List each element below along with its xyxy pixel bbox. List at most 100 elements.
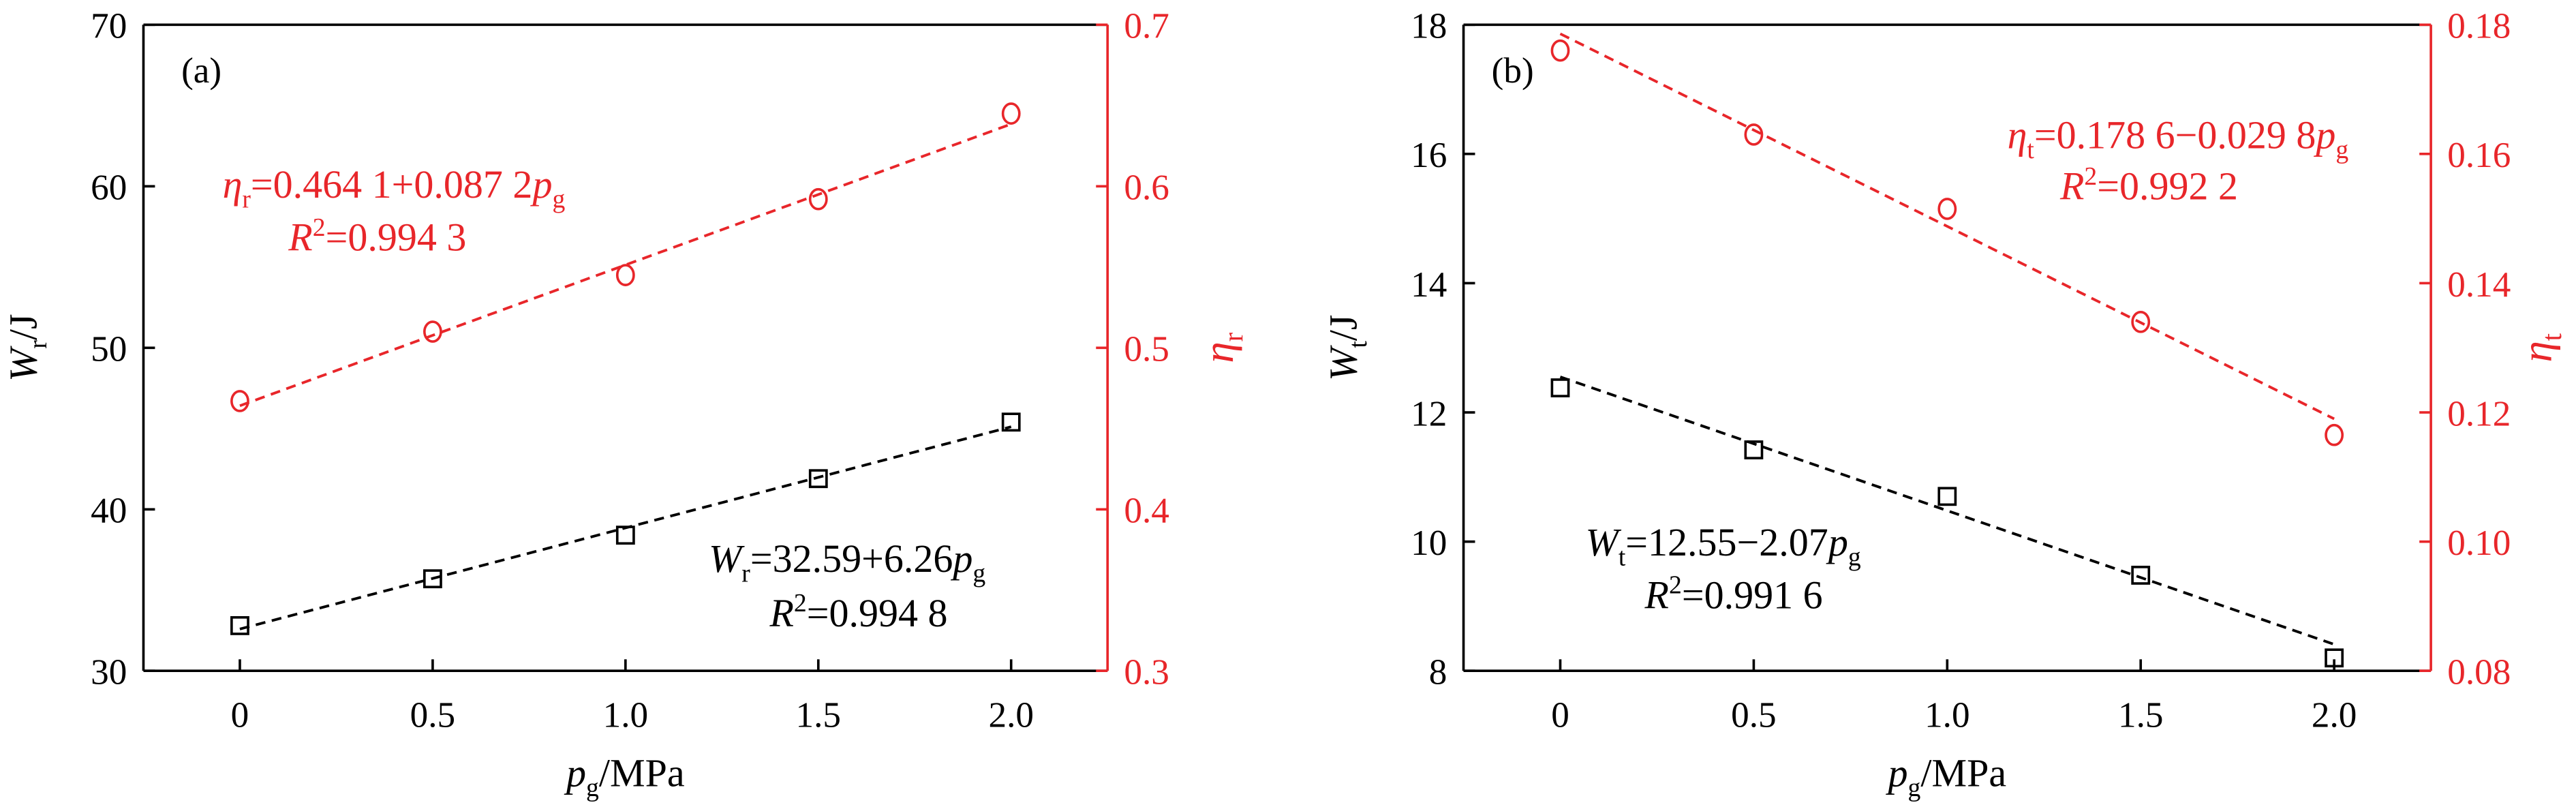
y-tick-label: 10 [1411,523,1447,563]
data-point [1550,39,1570,62]
label-part: R [288,215,312,260]
y-tick-label: 40 [91,491,127,531]
label-part: W [1321,345,1365,381]
data-point [1550,378,1570,397]
data-point [1937,487,1957,506]
label-part: =0.178 6−0.029 8 [2034,113,2316,157]
label-part: t [2027,136,2034,164]
y2-axis-label: ηr [1195,332,1249,363]
x-tick-label: 1.0 [603,695,648,735]
label-part: R [769,591,793,635]
y-axis-label: Wr/J [1,314,52,382]
y-tick-label: 8 [1429,652,1447,692]
label-part: =0.994 3 [326,215,467,260]
label-part: η [1195,341,1242,363]
y2-tick-label: 0.5 [1124,329,1169,369]
label-part: =0.464 1+0.087 2 [251,162,533,207]
y2-tick-label: 0.16 [2447,135,2511,175]
x-tick-label: 0.5 [410,695,455,735]
label-part: /MPa [1920,751,2006,795]
data-point [615,526,635,545]
label-part: 2 [794,589,807,618]
y2-tick-label: 0.7 [1124,6,1169,46]
label-part: p [530,162,552,207]
y2-tick-label: 0.18 [2447,6,2511,46]
y2-tick-label: 0.4 [1124,491,1169,531]
y-tick-label: 70 [91,6,127,46]
data-point [808,469,828,489]
label-part: η [2513,341,2561,362]
annotation: R2=0.991 6 [1644,571,1823,618]
label-part: W [709,536,745,581]
data-point [230,615,249,635]
label-part: 2 [1669,571,1682,600]
chart: 0 0.5 1.0 1.5 2.0 8 10 12 14 16 18 0.08 0.10 0.12 0.14… [1321,6,2567,802]
label-part: r [242,185,251,214]
data-point [808,187,828,211]
y-tick-label: 18 [1411,6,1447,46]
label-part: =32.59+6.26 [750,536,953,581]
data-point [1744,440,1764,459]
label-part: =0.991 6 [1682,573,1823,617]
annotation: ηr=0.464 1+0.087 2pg [223,162,566,214]
label-part: /J [1321,315,1365,341]
label-part: t [1619,543,1626,571]
label-part: g [1908,774,1921,802]
label-part: R [1644,573,1669,617]
label-part: g [1848,543,1861,571]
data-point [2325,423,2344,446]
panel-label: (b) [1492,50,1534,91]
annotation: R2=0.994 3 [288,213,466,260]
label-part: 2 [2084,162,2097,191]
label-part: t [1344,341,1373,348]
x-tick-label: 2.0 [2312,695,2357,735]
fit-line [1559,32,2335,421]
data-point [423,320,442,343]
label-part: g [552,185,565,214]
data-point [2131,311,2151,333]
x-tick-label: 1.5 [2118,695,2163,735]
data-point [1937,198,1957,220]
y2-tick-label: 0.14 [2447,264,2511,305]
data-point [2325,648,2344,668]
label-part: W [1,346,45,382]
label-part: p [564,751,586,795]
label-part: W [1586,520,1622,564]
label-part: g [586,774,599,802]
label-part: r [1218,332,1248,341]
x-tick-label: 1.0 [1925,695,1969,735]
x-tick-label: 0 [1551,695,1569,735]
annotation: Wr=32.59+6.26pg [709,536,985,588]
data-point [1001,102,1021,125]
label-part: R [2059,164,2084,209]
y-tick-label: 12 [1411,393,1447,433]
label-part: p [2313,113,2335,157]
label-part: g [972,560,985,588]
label-part: r [24,340,52,349]
data-point [230,390,249,412]
x-tick-label: 0.5 [1731,695,1776,735]
panel-label: (a) [181,50,221,91]
label-part: /J [1,314,45,340]
y2-tick-label: 0.10 [2447,523,2511,563]
y-tick-label: 30 [91,652,127,692]
y-tick-label: 50 [91,329,127,369]
y2-axis-label: ηt [2513,333,2568,362]
chart: 0 0.5 1.0 1.5 2.0 30 40 50 60 70 0.3 0.4 0.5 0.6 0.7 (a… [1,6,1248,802]
x-axis-label: pg/MPa [1886,751,2007,803]
annotation: Wt=12.55−2.07pg [1586,520,1861,572]
label-part: r [741,560,750,588]
label-part: /MPa [599,751,685,795]
label-part: t [2536,333,2567,341]
x-axis-label: pg/MPa [564,751,685,803]
label-part: η [223,162,243,207]
label-part: p [950,536,972,581]
y2-tick-label: 0.3 [1124,652,1169,692]
data-point [2131,566,2151,585]
y-tick-label: 14 [1411,264,1447,305]
label-part: η [2008,113,2027,157]
x-tick-label: 2.0 [988,695,1033,735]
annotation: R2=0.992 2 [2059,162,2238,209]
y-tick-label: 60 [91,168,127,208]
